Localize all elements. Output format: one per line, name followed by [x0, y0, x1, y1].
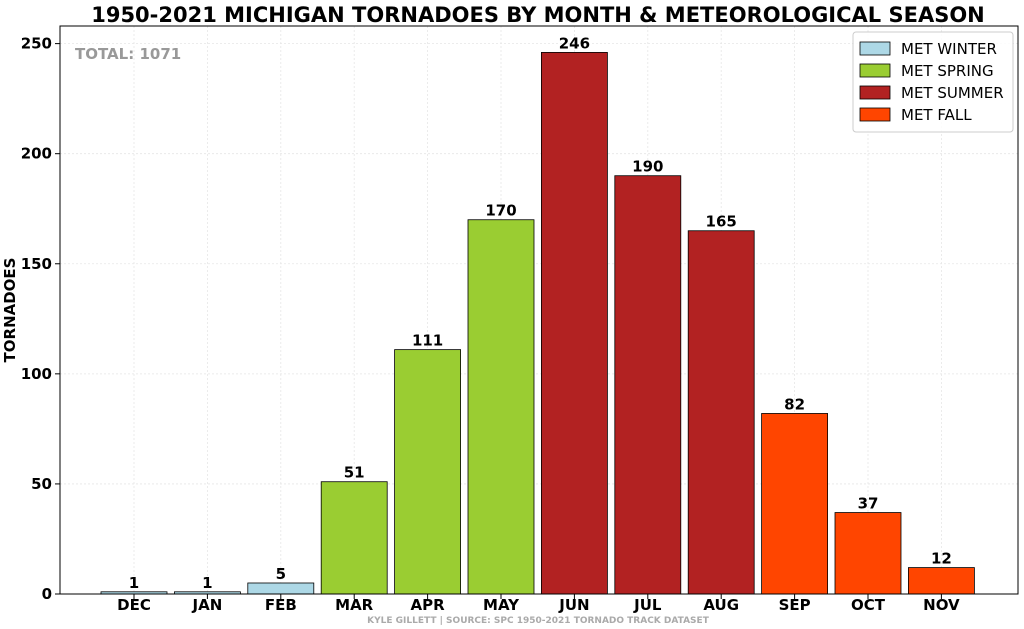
y-tick-label: 0	[42, 585, 52, 603]
credit-text: KYLE GILLETT | SOURCE: SPC 1950-2021 TOR…	[367, 616, 710, 626]
y-tick-label: 150	[21, 255, 52, 273]
x-tick-label: MAY	[483, 596, 520, 614]
y-tick-label: 200	[21, 145, 52, 163]
chart-title: 1950-2021 MICHIGAN TORNADOES BY MONTH & …	[91, 3, 985, 27]
y-tick-label: 250	[21, 35, 52, 53]
legend-label: MET SPRING	[901, 62, 994, 80]
data-label: 246	[559, 34, 590, 52]
x-tick-label: JAN	[192, 596, 223, 614]
legend-label: MET SUMMER	[901, 84, 1004, 102]
x-tick-label: DEC	[117, 596, 151, 614]
data-label: 165	[706, 213, 737, 231]
x-tick-label: FEB	[265, 596, 297, 614]
data-label: 5	[276, 565, 286, 583]
x-tick-label: JUL	[633, 596, 662, 614]
legend-swatch	[859, 107, 891, 122]
bar-jun	[541, 52, 608, 595]
x-tick-label: OCT	[851, 596, 886, 614]
x-tick-label: MAR	[335, 596, 374, 614]
data-label: 82	[784, 395, 805, 413]
legend-swatch	[859, 41, 891, 56]
legend-swatch	[859, 85, 891, 100]
plot-frame	[59, 25, 1019, 595]
data-label: 170	[485, 202, 516, 220]
legend: MET WINTER MET SPRING MET SUMMER MET FALL	[852, 31, 1014, 133]
data-label: 1	[202, 574, 212, 592]
bar-feb	[247, 582, 315, 595]
y-tick-label: 100	[21, 365, 52, 383]
x-axis-ticks: DEC JAN FEB MAR APR MAY JUN JUL AUG SEP OCT NOV	[117, 594, 960, 614]
legend-box	[852, 31, 1014, 133]
x-tick-label: SEP	[779, 596, 811, 614]
bar-mar	[320, 481, 388, 595]
x-tick-label: NOV	[923, 596, 960, 614]
legend-label: MET FALL	[901, 106, 972, 124]
bar-nov	[908, 567, 975, 595]
y-axis-ticks: 0 50 100 150 200 250	[21, 35, 60, 603]
bar-oct	[834, 512, 902, 595]
data-label: 190	[632, 158, 663, 176]
data-label: 1	[129, 574, 139, 592]
data-label: 51	[344, 464, 365, 482]
bars	[100, 52, 975, 595]
bar-sep	[761, 413, 828, 595]
bar-aug	[687, 230, 755, 595]
bar-may	[467, 219, 535, 595]
x-tick-label: APR	[411, 596, 446, 614]
bar-jul	[614, 175, 682, 595]
y-axis-label: TORNADOES	[1, 258, 19, 363]
x-tick-label: AUG	[703, 596, 739, 614]
x-tick-label: JUN	[558, 596, 589, 614]
data-label: 37	[858, 495, 879, 513]
data-label: 12	[931, 550, 952, 568]
data-label: 111	[412, 332, 443, 350]
data-labels: 1 1 5 51 111 170 246 190 165 82 37 12	[129, 34, 952, 591]
legend-label: MET WINTER	[901, 40, 997, 58]
legend-swatch	[859, 63, 891, 78]
y-tick-label: 50	[31, 475, 52, 493]
total-annotation: TOTAL: 1071	[75, 45, 181, 63]
bar-apr	[394, 349, 462, 595]
